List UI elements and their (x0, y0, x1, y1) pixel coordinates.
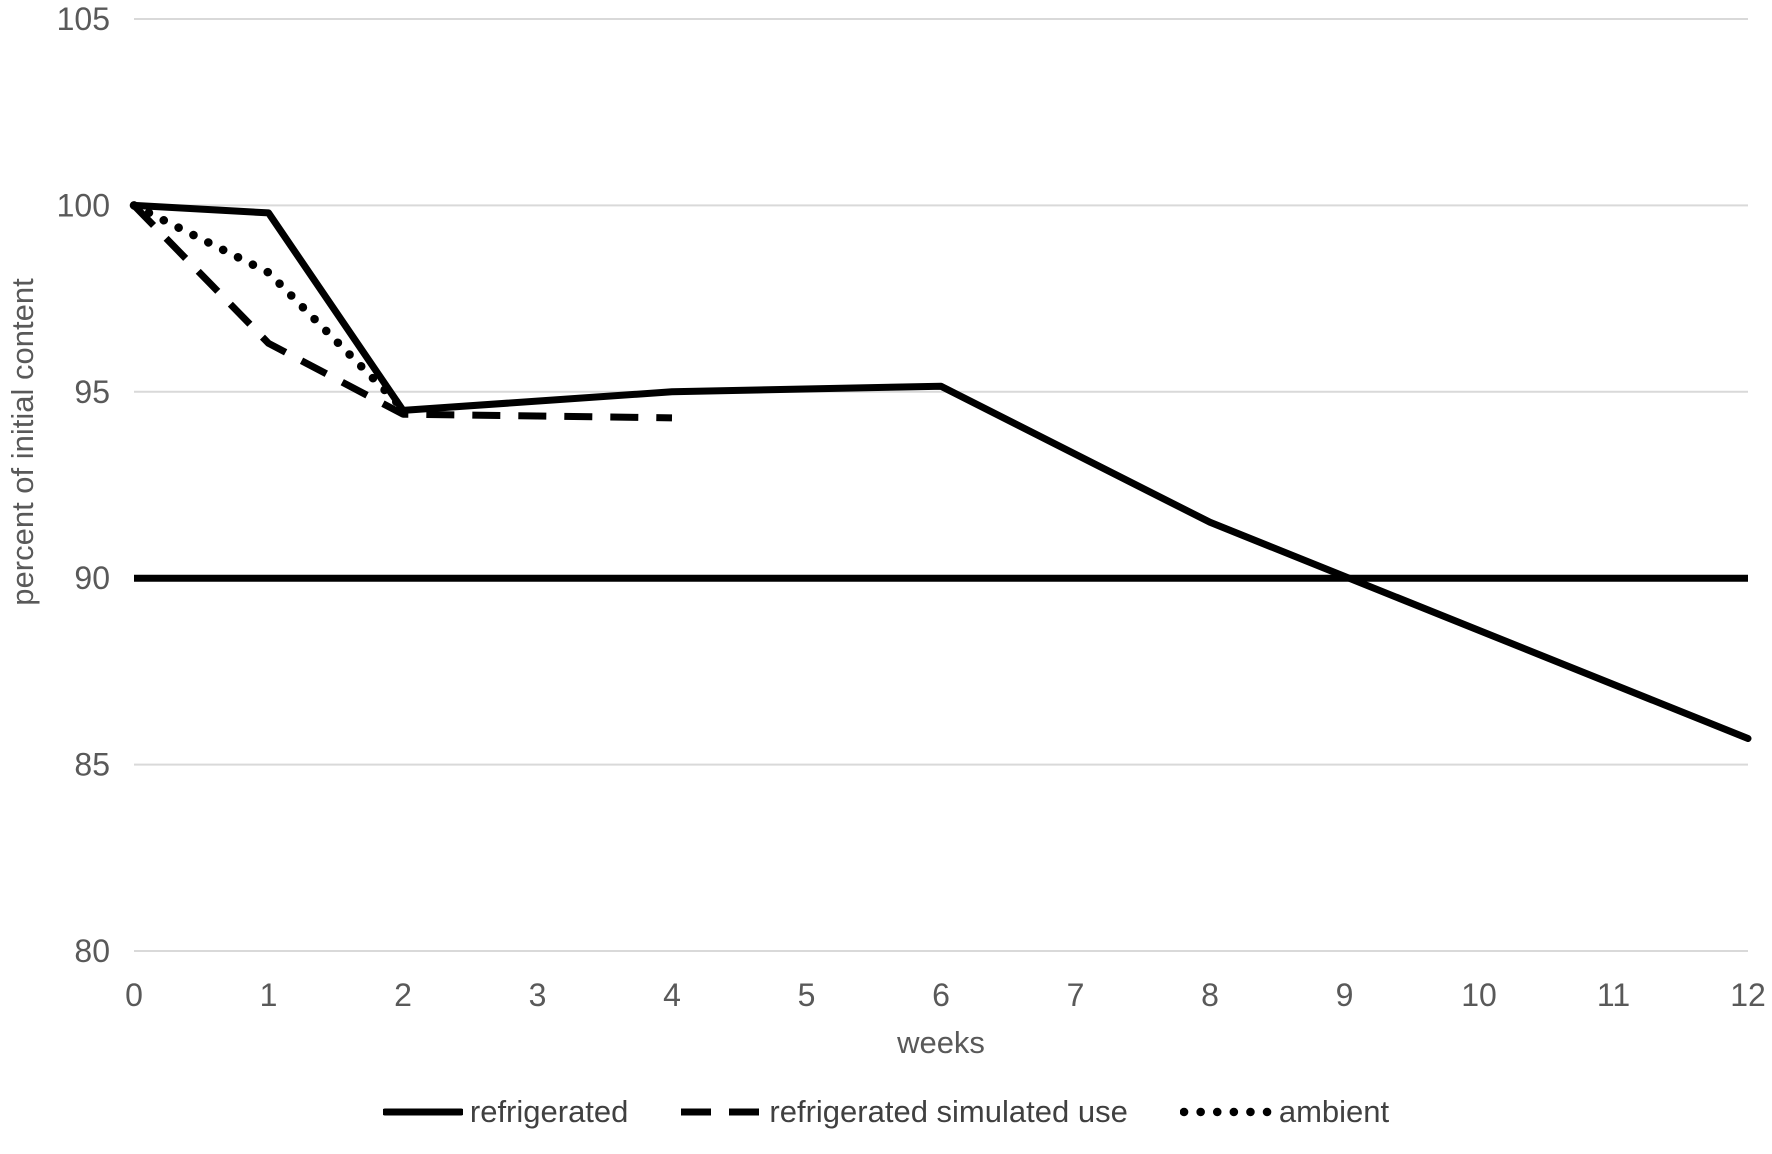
dashed-line-swatch (681, 1108, 762, 1116)
y-tick-label-90: 90 (74, 560, 110, 596)
series-line-refrigerated-simulated-use (131, 202, 673, 422)
legend-label-ambient: ambient (1278, 1094, 1390, 1129)
legend-label-refrigerated: refrigerated (469, 1094, 629, 1129)
x-tick-label-5: 5 (798, 977, 816, 1013)
x-tick-label-4: 4 (663, 977, 681, 1013)
dotted-line-swatch (1179, 1107, 1272, 1117)
series-line-ambient (129, 201, 408, 413)
x-tick-label-3: 3 (529, 977, 547, 1013)
y-tick-label-100: 100 (57, 187, 110, 223)
x-tick-label-10: 10 (1461, 977, 1497, 1013)
x-tick-label-1: 1 (260, 977, 278, 1013)
x-tick-label-8: 8 (1201, 977, 1219, 1013)
solid-line-swatch (382, 1108, 463, 1116)
x-tick-label-7: 7 (1067, 977, 1085, 1013)
y-axis-title: percent of initial content (5, 278, 40, 606)
x-tick-label-12: 12 (1730, 977, 1766, 1013)
x-tick-label-9: 9 (1336, 977, 1354, 1013)
x-tick-label-6: 6 (932, 977, 950, 1013)
x-tick-label-11: 11 (1597, 977, 1630, 1013)
legend-label-refrigerated-simulated-use: refrigerated simulated use (769, 1094, 1128, 1129)
legend-item-refrigerated-simulated-use: refrigerated simulated use (680, 1089, 1128, 1135)
y-tick-label-85: 85 (74, 747, 110, 783)
series-line-refrigerated (130, 201, 1752, 742)
y-tick-label-105: 105 (57, 1, 110, 37)
legend-item-refrigerated: refrigerated (382, 1089, 629, 1135)
x-tick-label-0: 0 (125, 977, 143, 1013)
y-tick-label-95: 95 (74, 374, 110, 410)
legend-item-ambient: ambient (1179, 1089, 1390, 1135)
x-axis-title: weeks (897, 1025, 985, 1060)
y-tick-label-80: 80 (74, 933, 110, 969)
x-tick-label-2: 2 (394, 977, 412, 1013)
legend: refrigerated refrigerated simulated use … (0, 1088, 1772, 1136)
